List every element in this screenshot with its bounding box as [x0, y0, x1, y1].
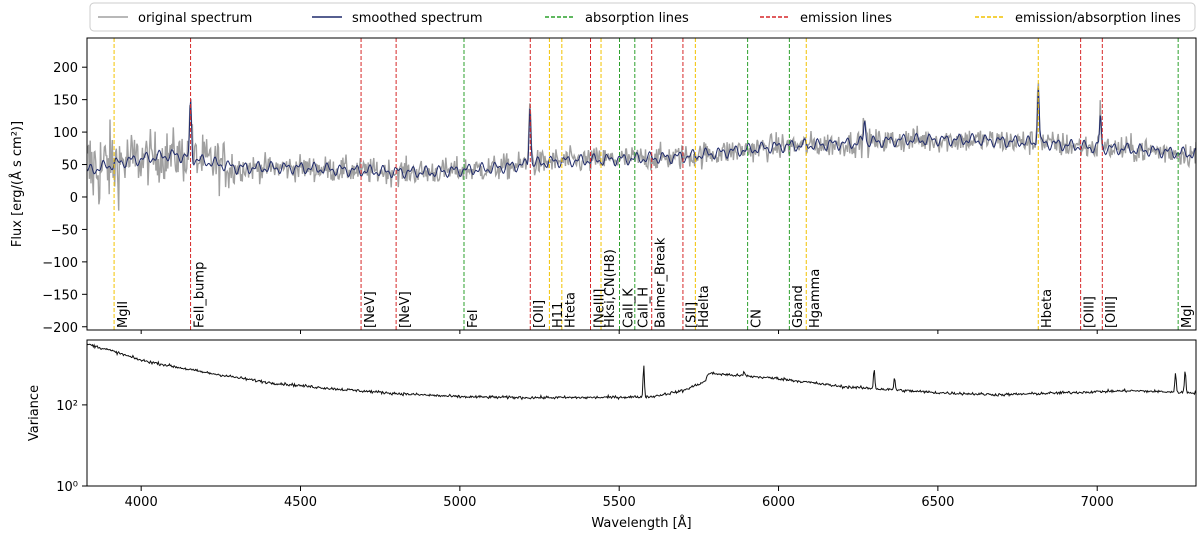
variance-plot-area	[87, 343, 1196, 401]
spectral-line-label: Hteta	[564, 292, 579, 328]
flux-ytick-label: −50	[51, 223, 78, 238]
xtick-label: 5000	[443, 495, 476, 510]
spectral-line-label: Gband	[791, 285, 806, 328]
variance-ylabel: Variance	[27, 385, 42, 441]
flux-ytick-label: 0	[70, 191, 78, 206]
flux-plot-area	[87, 38, 1196, 330]
xtick-label: 6500	[921, 495, 954, 510]
variance-ytick-label: 10⁰	[56, 480, 78, 495]
spectral-line-label: [SII]	[685, 302, 700, 328]
xtick-label: 5500	[603, 495, 636, 510]
flux-ytick-label: 150	[53, 94, 78, 109]
original-spectrum-line	[87, 82, 1196, 211]
smoothed-spectrum-line	[87, 88, 1196, 179]
spectral-line-label: [NeIII]	[592, 289, 607, 328]
legend-label: absorption lines	[585, 11, 689, 26]
flux-ytick-label: −100	[42, 256, 78, 271]
spectral-line-label: MgII	[116, 301, 131, 328]
flux-ylabel: Flux [erg/(Å s cm²)]	[9, 121, 25, 247]
spectral-line-label: [OIII]	[1082, 296, 1097, 328]
spectral-line-label: Hgamma	[808, 269, 823, 328]
spectral-line-label: FeI	[466, 309, 481, 328]
spectral-line-label: CN	[749, 309, 764, 328]
variance-ytick-label: 10²	[56, 399, 78, 414]
legend-label: emission/absorption lines	[1015, 11, 1181, 26]
xtick-label: 4000	[125, 495, 158, 510]
spectral-line-label: CaII_H	[637, 287, 652, 328]
spectral-line-label: Hksi,CN(H8)	[603, 249, 618, 328]
variance-panel: 10⁰ 10² 4000 4500 5000 5500 6000 6500 7000 Varian…	[27, 339, 1197, 531]
spectral-line-label: FeII_bump	[192, 262, 207, 328]
flux-ytick-label: −200	[42, 321, 78, 336]
flux-ytick-label: −150	[42, 288, 78, 303]
legend-label: emission lines	[800, 11, 892, 26]
legend-label: smoothed spectrum	[352, 11, 483, 26]
spectral-line-label: Hbeta	[1040, 289, 1055, 328]
flux-axes-frame	[86, 37, 1197, 331]
variance-line	[87, 343, 1196, 401]
spectral-line-label: [NeV]	[398, 291, 413, 328]
legend-box	[89, 2, 1196, 32]
flux-ytick-label: 200	[53, 61, 78, 76]
variance-axes-frame	[86, 339, 1197, 487]
legend: original spectrum smoothed spectrum absorp…	[89, 2, 1196, 32]
spectral-line-label: CaII_K	[621, 288, 636, 328]
spectral-line-label: [OII]	[532, 300, 547, 328]
flux-ytick-label: 100	[53, 126, 78, 141]
xtick-label: 7000	[1081, 495, 1114, 510]
legend-label: original spectrum	[138, 11, 252, 26]
spectral-line-label: [OIII]	[1104, 296, 1119, 328]
spectral-line-label: MgI	[1180, 305, 1195, 328]
xlabel: Wavelength [Å]	[591, 515, 691, 531]
flux-ytick-label: 50	[61, 159, 78, 174]
xtick-label: 6000	[762, 495, 795, 510]
xtick-label: 4500	[284, 495, 317, 510]
spectral-line-label: Balmer_Break	[653, 237, 668, 328]
spectral-line-label: Hdelta	[697, 285, 712, 328]
spectral-line-label: [NeV]	[363, 291, 378, 328]
spectral-line-label: H11	[551, 302, 566, 328]
